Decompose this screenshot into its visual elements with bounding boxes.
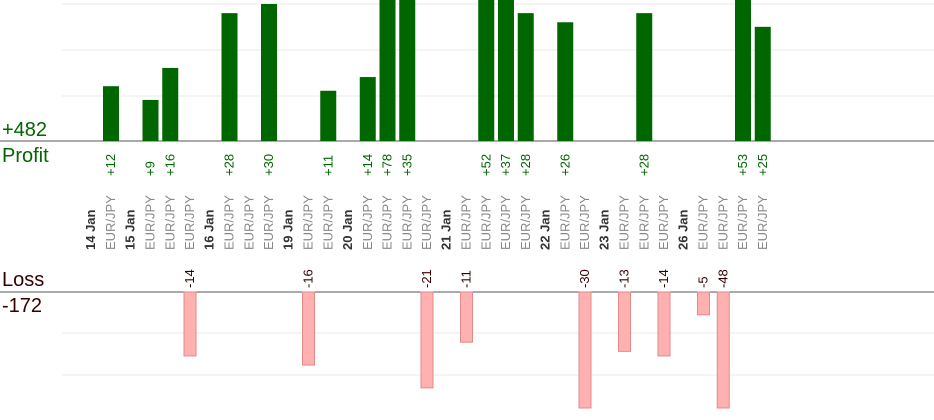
date-label: 16 Jan: [202, 209, 217, 250]
pair-label: EUR/JPY: [399, 195, 414, 250]
loss-bar: [302, 291, 315, 366]
date-label: 23 Jan: [597, 209, 612, 250]
date-label: 15 Jan: [123, 209, 138, 250]
loss-total: -172: [2, 295, 43, 317]
loss-bar: [420, 291, 434, 389]
date-label: 22 Jan: [537, 209, 552, 250]
pair-label: EUR/JPY: [518, 195, 533, 250]
profit-value-label: +53: [735, 154, 750, 176]
loss-value-label: -16: [301, 269, 316, 288]
pair-label: EUR/JPY: [360, 195, 375, 250]
date-label: 26 Jan: [676, 209, 691, 250]
profit-bar: [754, 26, 771, 141]
pair-label: EUR/JPY: [577, 195, 592, 250]
profit-bar: [359, 77, 376, 141]
loss-label: Loss: [2, 269, 45, 291]
profit-bar: [379, 0, 396, 141]
profit-value-label: +14: [360, 154, 375, 176]
pair-label: EUR/JPY: [735, 195, 750, 250]
pair-label: EUR/JPY: [755, 195, 770, 250]
profit-bar: [399, 0, 416, 141]
pair-label: EUR/JPY: [715, 195, 730, 250]
pair-label: EUR/JPY: [696, 195, 711, 250]
pair-label: EUR/JPY: [301, 195, 316, 250]
profit-bar: [221, 13, 238, 142]
loss-bar: [697, 291, 710, 316]
profit-value-label: +35: [399, 154, 414, 176]
date-label: 20 Jan: [340, 209, 355, 250]
loss-value-label: -14: [656, 269, 671, 288]
pair-label: EUR/JPY: [478, 195, 493, 250]
profit-bar: [142, 99, 159, 141]
profit-value-label: +28: [518, 154, 533, 176]
profit-value-label: +52: [478, 154, 493, 176]
pair-label: EUR/JPY: [557, 195, 572, 250]
profit-bar: [261, 4, 277, 141]
loss-value-label: -11: [459, 270, 474, 288]
profit-bar: [735, 0, 751, 141]
pair-label: EUR/JPY: [222, 195, 237, 250]
profit-value-label: +78: [380, 154, 395, 176]
pair-label: EUR/JPY: [656, 195, 671, 250]
profit-value-label: +12: [103, 154, 118, 176]
profit-value-label: +30: [261, 154, 276, 176]
pair-label: EUR/JPY: [241, 195, 256, 250]
loss-bar: [460, 291, 473, 343]
pair-label: EUR/JPY: [459, 195, 474, 250]
pair-label: EUR/JPY: [261, 195, 276, 250]
pair-label: EUR/JPY: [419, 195, 434, 250]
profit-value-label: +9: [143, 161, 158, 176]
loss-value-label: -21: [419, 269, 434, 288]
loss-bar: [578, 291, 592, 409]
date-label: 21 Jan: [439, 209, 454, 250]
loss-bar: [618, 291, 631, 352]
loss-value-label: -13: [617, 269, 632, 288]
profit-value-label: +25: [755, 154, 770, 176]
pair-label: EUR/JPY: [103, 195, 118, 250]
date-label: 14 Jan: [83, 209, 98, 250]
profit-value-label: +16: [162, 154, 177, 176]
profit-value-label: +28: [636, 154, 651, 176]
profit-bar: [498, 0, 514, 141]
pair-label: EUR/JPY: [320, 195, 335, 250]
profit-bar: [103, 86, 119, 141]
loss-value-label: -48: [715, 269, 730, 288]
loss-bar: [716, 291, 730, 409]
loss-bar: [183, 291, 197, 357]
profit-total: +482: [2, 119, 48, 141]
pair-label: EUR/JPY: [636, 195, 651, 250]
pair-label: EUR/JPY: [143, 195, 158, 250]
profit-label: Profit: [2, 145, 49, 167]
date-label: 19 Jan: [281, 209, 296, 250]
loss-value-label: -5: [696, 276, 711, 288]
loss-value-label: -14: [182, 269, 197, 288]
profit-value-label: +26: [557, 154, 572, 176]
profit-value-label: +28: [222, 154, 237, 176]
profit-bar: [517, 13, 534, 142]
pair-label: EUR/JPY: [380, 195, 395, 250]
pair-label: EUR/JPY: [182, 195, 197, 250]
pair-label: EUR/JPY: [617, 195, 632, 250]
loss-bar: [657, 291, 671, 357]
profit-value-label: +11: [320, 155, 335, 176]
pair-label: EUR/JPY: [162, 195, 177, 250]
profit-bar: [320, 90, 337, 141]
profit-value-label: +37: [498, 154, 513, 176]
pair-label: EUR/JPY: [498, 195, 513, 250]
profit-bar: [557, 22, 574, 142]
profit-bar: [162, 67, 179, 141]
profit-bar: [636, 13, 653, 142]
profit-bar: [478, 0, 495, 141]
loss-value-label: -30: [577, 269, 592, 288]
